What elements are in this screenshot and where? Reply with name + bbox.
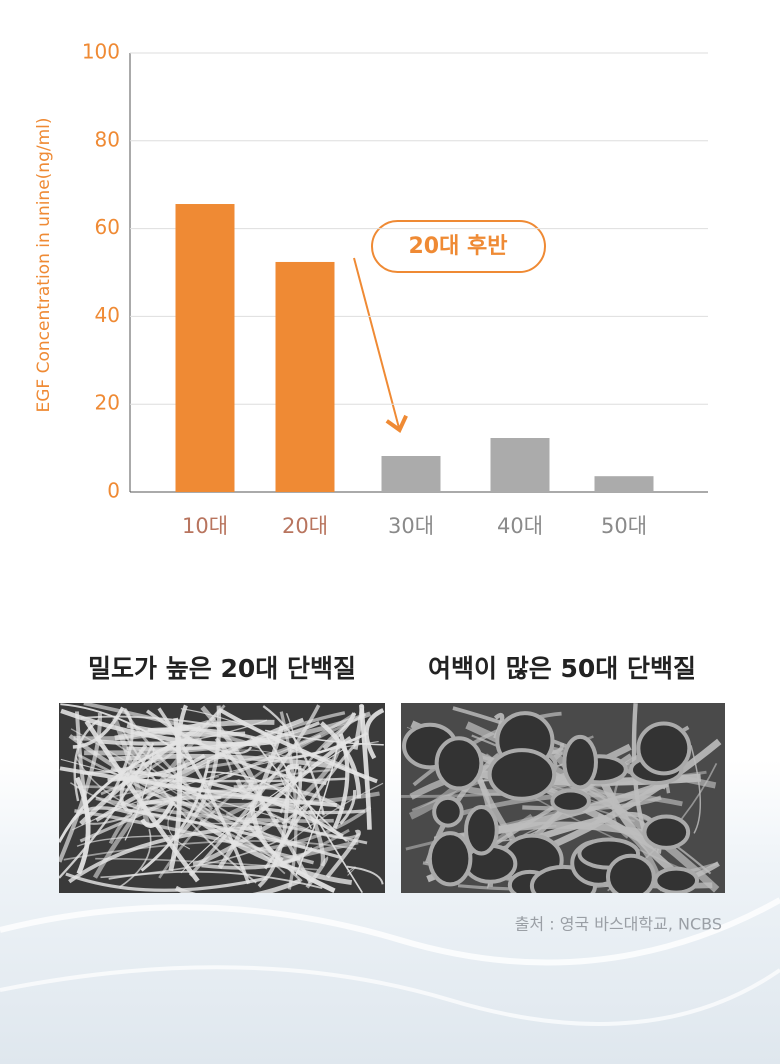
fiber	[138, 748, 293, 847]
pore	[605, 853, 656, 893]
fiber	[192, 818, 280, 867]
y-tick-label: 40	[95, 303, 120, 327]
fiber	[75, 785, 246, 825]
fiber	[119, 829, 152, 888]
pore	[487, 748, 557, 801]
pore	[636, 721, 692, 776]
x-tick-label: 20대	[282, 514, 328, 538]
fiber	[73, 719, 210, 741]
bar	[490, 438, 550, 492]
y-axis-label: EGF Concentration in unine(ng/ml)	[34, 117, 54, 412]
fiber	[495, 805, 563, 842]
x-tick-label: 40대	[497, 514, 543, 538]
pore	[464, 805, 499, 856]
x-tick-label: 10대	[182, 514, 228, 538]
bar	[381, 456, 441, 492]
fiber	[690, 745, 701, 834]
y-tick-label: 60	[95, 215, 120, 239]
fiber	[249, 804, 284, 863]
fiber	[279, 857, 301, 869]
y-tick-label: 100	[82, 40, 120, 64]
annotation: 20대 후반	[409, 234, 508, 259]
fiber	[68, 825, 263, 884]
fiber	[145, 709, 327, 785]
fiber	[305, 856, 329, 889]
pore	[562, 734, 598, 790]
fiber	[79, 725, 203, 826]
y-tick-label: 20	[95, 391, 120, 415]
fiber	[60, 758, 285, 820]
fiber	[277, 767, 350, 843]
fiber	[263, 739, 360, 870]
wave	[0, 897, 780, 966]
fiber	[280, 765, 303, 847]
fiber	[74, 776, 91, 875]
wave	[0, 965, 780, 1026]
fiber	[272, 839, 359, 864]
fiber	[174, 878, 301, 893]
microscope-image	[59, 703, 385, 893]
fiber	[319, 721, 361, 799]
fiber	[167, 804, 191, 850]
fiber	[108, 800, 163, 845]
x-tick-label: 50대	[601, 514, 647, 538]
fiber	[339, 789, 357, 825]
fiber	[70, 782, 254, 825]
fiber	[346, 865, 384, 885]
panel-title: 밀도가 높은 20대 단백질	[88, 654, 356, 683]
fiber	[308, 809, 326, 867]
bar	[175, 204, 235, 493]
source: 출처 : 영국 바스대학교, NCBS	[515, 915, 722, 934]
fiber	[95, 796, 334, 823]
pore	[653, 866, 700, 893]
fiber	[100, 839, 280, 879]
annotation-pill	[371, 220, 546, 273]
fiber	[172, 705, 222, 842]
fiber	[84, 720, 200, 883]
y-tick-label: 80	[95, 127, 120, 151]
y-tick-label: 0	[107, 479, 120, 503]
fiber	[219, 708, 378, 784]
arrow	[353, 257, 408, 433]
pore	[427, 831, 473, 887]
fiber	[353, 703, 365, 750]
pore	[434, 736, 484, 791]
fiber	[73, 718, 100, 802]
pore	[550, 788, 591, 814]
pore	[432, 795, 464, 828]
fiber	[145, 711, 346, 800]
fiber	[75, 757, 191, 824]
fiber	[59, 736, 191, 843]
panel-title: 여백이 많은 50대 단백질	[428, 654, 696, 683]
fiber	[364, 708, 385, 760]
fiber	[201, 749, 288, 763]
fiber	[107, 708, 134, 801]
x-tick-label: 30대	[388, 514, 434, 538]
bar	[275, 261, 335, 492]
pore	[642, 814, 691, 850]
bar	[594, 476, 654, 492]
microscope-image	[401, 703, 725, 893]
fiber	[65, 872, 267, 892]
